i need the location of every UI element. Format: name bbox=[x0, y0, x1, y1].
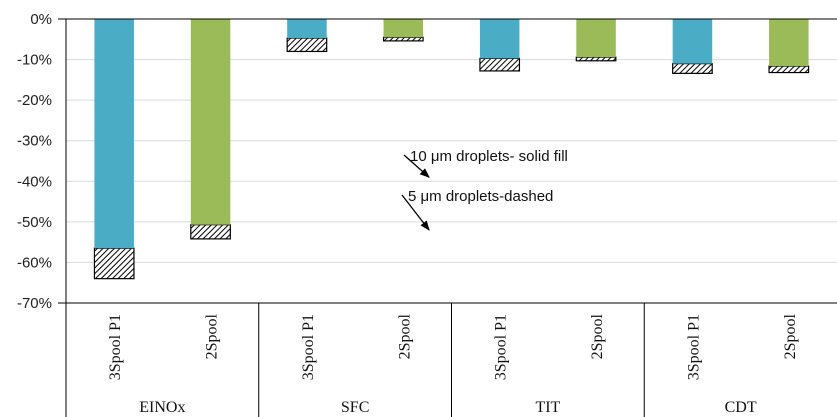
bar-dashed-5um bbox=[672, 63, 713, 74]
y-tick-label: -10% bbox=[17, 52, 52, 69]
y-tick-label: -20% bbox=[17, 92, 52, 109]
category-label: 2Spool bbox=[589, 313, 606, 359]
bar-solid-10um bbox=[190, 19, 231, 225]
group-label: SFC bbox=[341, 399, 369, 416]
category-label: 3Spool P1 bbox=[107, 314, 124, 380]
bar-solid-10um bbox=[287, 19, 327, 39]
x-axis-labels: 3Spool P1 2Spool EINOx 3Spool P1 2Spool SFC 3S… bbox=[107, 313, 799, 416]
category-label: 3Spool P1 bbox=[685, 314, 702, 380]
annotation-text: 10 μm droplets- solid fill bbox=[410, 148, 568, 165]
category-label: 3Spool P1 bbox=[300, 314, 317, 380]
y-tick-label: -70% bbox=[17, 295, 52, 312]
bar-solid-10um bbox=[479, 19, 520, 59]
bar-solid-10um bbox=[672, 19, 713, 64]
bar-dashed-5um bbox=[190, 224, 231, 240]
annotations: 10 μm droplets- solid fill 5 μm droplets-… bbox=[401, 148, 568, 231]
y-tick-label: 0% bbox=[30, 11, 52, 28]
bar-dashed-5um bbox=[286, 37, 328, 53]
group-label: EINOx bbox=[139, 399, 185, 416]
y-tick-label: -30% bbox=[17, 133, 52, 150]
y-tick-label: -50% bbox=[17, 214, 52, 231]
bar-dashed-5um bbox=[768, 65, 810, 74]
bar-solid-10um bbox=[576, 19, 616, 58]
y-axis-tick-labels: 0% -10% -20% -30% -40% -50% -60% -70% bbox=[17, 11, 52, 312]
category-label: 2Spool bbox=[396, 313, 413, 359]
group-label: TIT bbox=[535, 399, 560, 416]
axes bbox=[58, 18, 837, 417]
bar-dashed-5um bbox=[479, 57, 521, 72]
annotation-arrow bbox=[401, 194, 430, 231]
bar-dashed-5um bbox=[382, 36, 424, 42]
bar-dashed-5um bbox=[575, 56, 617, 62]
y-tick-label: -60% bbox=[17, 254, 52, 271]
category-label: 2Spool bbox=[204, 313, 221, 359]
gridlines bbox=[66, 59, 837, 304]
annotation-arrow bbox=[403, 154, 430, 178]
category-label: 2Spool bbox=[782, 313, 799, 359]
bars bbox=[93, 19, 810, 280]
y-tick-label: -40% bbox=[17, 173, 52, 190]
annotation-text: 5 μm droplets-dashed bbox=[408, 188, 553, 205]
category-label: 3Spool P1 bbox=[493, 314, 510, 380]
bar-solid-10um bbox=[769, 19, 809, 67]
bar-solid-10um bbox=[94, 19, 134, 249]
group-label: CDT bbox=[725, 399, 757, 416]
bar-solid-10um bbox=[383, 19, 424, 38]
bar-dashed-5um bbox=[93, 247, 135, 280]
